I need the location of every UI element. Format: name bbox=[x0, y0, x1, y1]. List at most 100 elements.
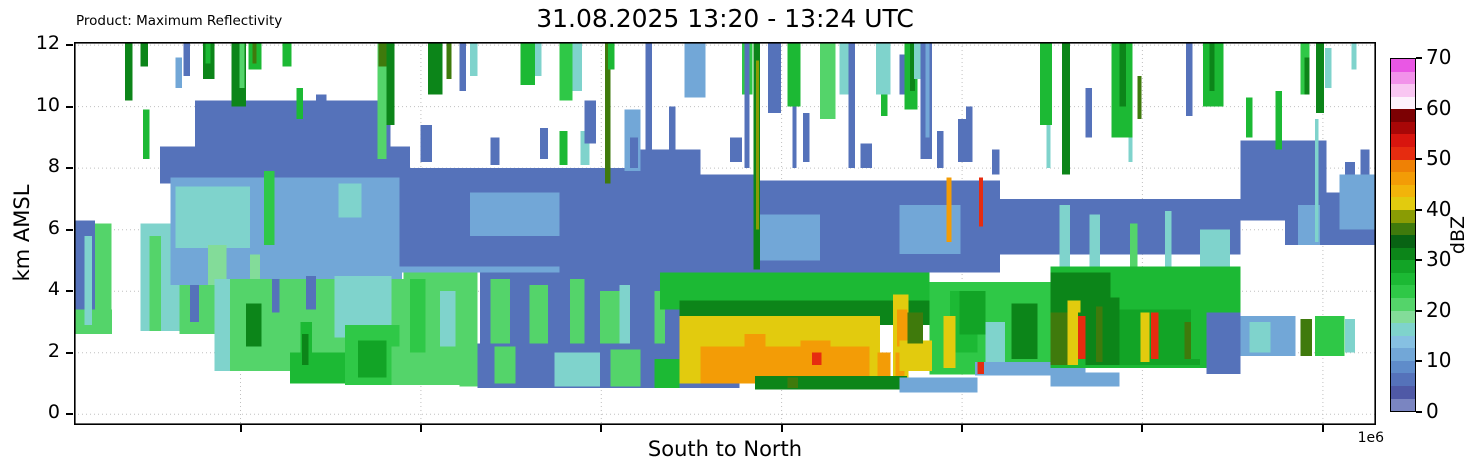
reflectivity-bar bbox=[1150, 312, 1159, 359]
axis-frame bbox=[74, 42, 1376, 425]
reflectivity-bar bbox=[1325, 48, 1332, 89]
reflectivity-bar bbox=[584, 100, 597, 144]
reflectivity-bar bbox=[316, 94, 327, 119]
reflectivity-bar bbox=[459, 42, 466, 92]
reflectivity-bar bbox=[249, 254, 261, 282]
reflectivity-bar bbox=[1077, 315, 1086, 359]
reflectivity-bar bbox=[245, 303, 262, 347]
reflectivity-bar bbox=[175, 57, 183, 89]
reflectivity-bar bbox=[684, 42, 706, 98]
reflectivity-bar bbox=[943, 315, 956, 369]
reflectivity-bar bbox=[534, 42, 542, 76]
colorbar-tick-label: 50 bbox=[1426, 146, 1452, 171]
colorbar-band bbox=[1391, 285, 1415, 298]
colorbar-band bbox=[1391, 109, 1415, 122]
y-tick-label: 8 bbox=[47, 155, 60, 178]
reflectivity-bar bbox=[1040, 42, 1052, 126]
reflectivity-bar bbox=[183, 42, 190, 76]
reflectivity-bar bbox=[540, 128, 548, 159]
colorbar-band bbox=[1391, 184, 1415, 198]
reflectivity-bar bbox=[645, 42, 653, 169]
reflectivity-bar bbox=[760, 214, 821, 261]
reflectivity-bar bbox=[959, 291, 986, 335]
reflectivity-bar bbox=[1297, 205, 1320, 245]
x-tick-mark bbox=[600, 425, 603, 432]
reflectivity-bar bbox=[159, 146, 410, 184]
reflectivity-bar bbox=[301, 334, 309, 365]
reflectivity-bar bbox=[630, 137, 638, 169]
reflectivity-bar bbox=[554, 352, 600, 387]
reflectivity-bar bbox=[607, 42, 615, 70]
colorbar-tick-label: 10 bbox=[1426, 348, 1452, 373]
reflectivity-bar bbox=[570, 278, 585, 353]
reflectivity-bar bbox=[744, 42, 750, 169]
reflectivity-bar bbox=[946, 177, 952, 242]
x-tick-mark bbox=[1141, 425, 1144, 432]
colorbar-tick-mark bbox=[1416, 158, 1422, 161]
colorbar-tick-label: 20 bbox=[1426, 297, 1452, 322]
reflectivity-bar bbox=[925, 42, 930, 138]
reflectivity-bar bbox=[1128, 137, 1133, 162]
reflectivity-bar bbox=[1085, 297, 1120, 365]
x-tick-mark bbox=[780, 425, 783, 432]
reflectivity-bar bbox=[124, 42, 133, 101]
reflectivity-bar bbox=[469, 192, 560, 236]
reflectivity-bar bbox=[239, 42, 245, 89]
reflectivity-bar bbox=[1119, 42, 1126, 107]
reflectivity-bar bbox=[1062, 42, 1070, 175]
reflectivity-bar bbox=[214, 278, 231, 372]
reflectivity-bar bbox=[654, 291, 666, 359]
reflectivity-bar bbox=[559, 131, 568, 165]
reflectivity-bar bbox=[899, 377, 978, 393]
x-axis-label: South to North bbox=[647, 437, 803, 461]
reflectivity-bar bbox=[252, 42, 257, 64]
colorbar-tick-label: 40 bbox=[1426, 196, 1452, 221]
colorbar-tick-mark bbox=[1416, 208, 1422, 211]
reflectivity-bar bbox=[409, 278, 426, 353]
chart-title: 31.08.2025 13:20 - 13:24 UTC bbox=[536, 4, 914, 33]
reflectivity-bar bbox=[619, 285, 630, 347]
y-tick-label: 10 bbox=[35, 93, 60, 116]
reflectivity-bar bbox=[1339, 174, 1376, 230]
reflectivity-bar bbox=[965, 106, 973, 162]
colorbar-band bbox=[1391, 59, 1415, 72]
reflectivity-bar bbox=[899, 340, 933, 372]
colorbar-band bbox=[1391, 373, 1415, 387]
colorbar-band bbox=[1391, 297, 1415, 311]
y-tick-mark bbox=[66, 167, 73, 170]
colorbar-band bbox=[1391, 335, 1415, 349]
y-tick-mark bbox=[66, 290, 73, 293]
colorbar-tick-label: 30 bbox=[1426, 247, 1452, 272]
reflectivity-bar bbox=[208, 245, 227, 285]
colorbar-band bbox=[1391, 197, 1415, 210]
reflectivity-bar bbox=[195, 100, 391, 147]
reflectivity-bar bbox=[74, 309, 112, 335]
reflectivity-bar bbox=[909, 42, 916, 92]
colorbar-band bbox=[1391, 348, 1415, 361]
y-tick-label: 0 bbox=[47, 401, 60, 424]
colorbar-band bbox=[1391, 398, 1415, 412]
reflectivity-bar bbox=[84, 235, 93, 325]
reflectivity-bar bbox=[459, 352, 478, 387]
reflectivity-bar bbox=[958, 118, 966, 162]
colorbar-band bbox=[1391, 71, 1415, 85]
reflectivity-bar bbox=[149, 235, 162, 332]
colorbar-band bbox=[1391, 96, 1415, 110]
reflectivity-bar bbox=[907, 312, 923, 344]
colorbar-band bbox=[1391, 84, 1415, 97]
reflectivity-bar bbox=[1344, 318, 1356, 353]
reflectivity-bar bbox=[1067, 312, 1078, 365]
reflectivity-bar bbox=[175, 186, 250, 249]
x-axis-offset-label: 1e6 bbox=[1357, 430, 1384, 446]
y-tick-mark bbox=[66, 351, 73, 354]
reflectivity-bar bbox=[271, 278, 280, 313]
colorbar-band bbox=[1391, 134, 1415, 148]
reflectivity-bar bbox=[985, 321, 1005, 372]
reflectivity-bar bbox=[1209, 42, 1215, 92]
reflectivity-bar bbox=[446, 42, 452, 79]
y-tick-label: 6 bbox=[47, 216, 60, 239]
reflectivity-bar bbox=[1316, 42, 1324, 113]
reflectivity-bar bbox=[1137, 75, 1142, 119]
y-tick-label: 2 bbox=[47, 339, 60, 362]
reflectivity-bar bbox=[494, 346, 516, 384]
